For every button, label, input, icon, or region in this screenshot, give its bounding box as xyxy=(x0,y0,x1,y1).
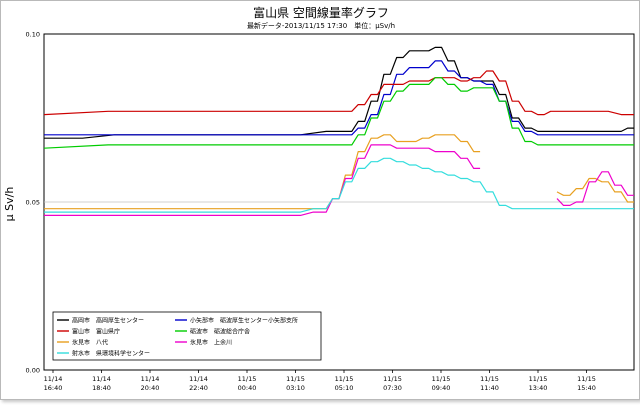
legend-label: 砺波市 砺波総合庁舎 xyxy=(190,327,250,335)
series-line-2 xyxy=(44,60,634,136)
x-tick-time: 18:40 xyxy=(92,384,111,392)
x-tick-time: 00:40 xyxy=(238,384,257,392)
x-tick-time: 07:30 xyxy=(383,384,402,392)
x-tick-date: 11/15 xyxy=(432,375,451,383)
series-line-6 xyxy=(44,144,634,216)
y-tick-label: 0.00 xyxy=(26,367,40,375)
legend-label: 富山市 富山県庁 xyxy=(72,327,120,335)
x-tick-date: 11/15 xyxy=(480,375,499,383)
x-tick-date: 11/15 xyxy=(383,375,402,383)
x-tick-time: 16:40 xyxy=(44,384,63,392)
legend-label: 氷見市 上余川 xyxy=(190,338,232,346)
x-tick-time: 09:40 xyxy=(432,384,451,392)
x-tick-date: 11/15 xyxy=(286,375,305,383)
x-tick-date: 11/14 xyxy=(189,375,208,383)
legend-label: 氷見市 八代 xyxy=(72,338,108,346)
x-tick-time: 13:40 xyxy=(529,384,548,392)
series-line-7 xyxy=(44,157,634,213)
series-line-4 xyxy=(43,77,634,149)
x-tick-date: 11/15 xyxy=(238,375,257,383)
y-axis-label: μ Sv/h xyxy=(3,187,16,222)
x-tick-date: 11/15 xyxy=(335,375,354,383)
x-tick-time: 20:40 xyxy=(141,384,160,392)
x-tick-time: 15:40 xyxy=(577,384,596,392)
y-tick-label: 0.05 xyxy=(26,199,40,207)
x-tick-time: 05:10 xyxy=(335,384,354,392)
chart-title: 富山県 空間線量率グラフ xyxy=(253,5,389,20)
legend-label: 射水市 県環境科学センター xyxy=(72,349,150,357)
x-tick-date: 11/15 xyxy=(577,375,596,383)
x-tick-time: 11:40 xyxy=(480,384,499,392)
y-tick-label: 0.10 xyxy=(26,31,40,39)
x-tick-date: 11/14 xyxy=(141,375,160,383)
x-tick-date: 11/14 xyxy=(92,375,111,383)
x-tick-date: 11/15 xyxy=(529,375,548,383)
legend-label: 小矢部市 砺波厚生センター小矢部支所 xyxy=(190,316,298,324)
x-tick-time: 03:10 xyxy=(286,384,305,392)
legend-label: 高岡市 高岡厚生センター xyxy=(72,316,144,324)
chart-subtitle: 最新データ-2013/11/15 17:30 単位：μSv/h xyxy=(247,21,395,30)
series-line-3 xyxy=(43,70,634,116)
x-tick-time: 22:40 xyxy=(189,384,208,392)
x-tick-date: 11/14 xyxy=(44,375,63,383)
